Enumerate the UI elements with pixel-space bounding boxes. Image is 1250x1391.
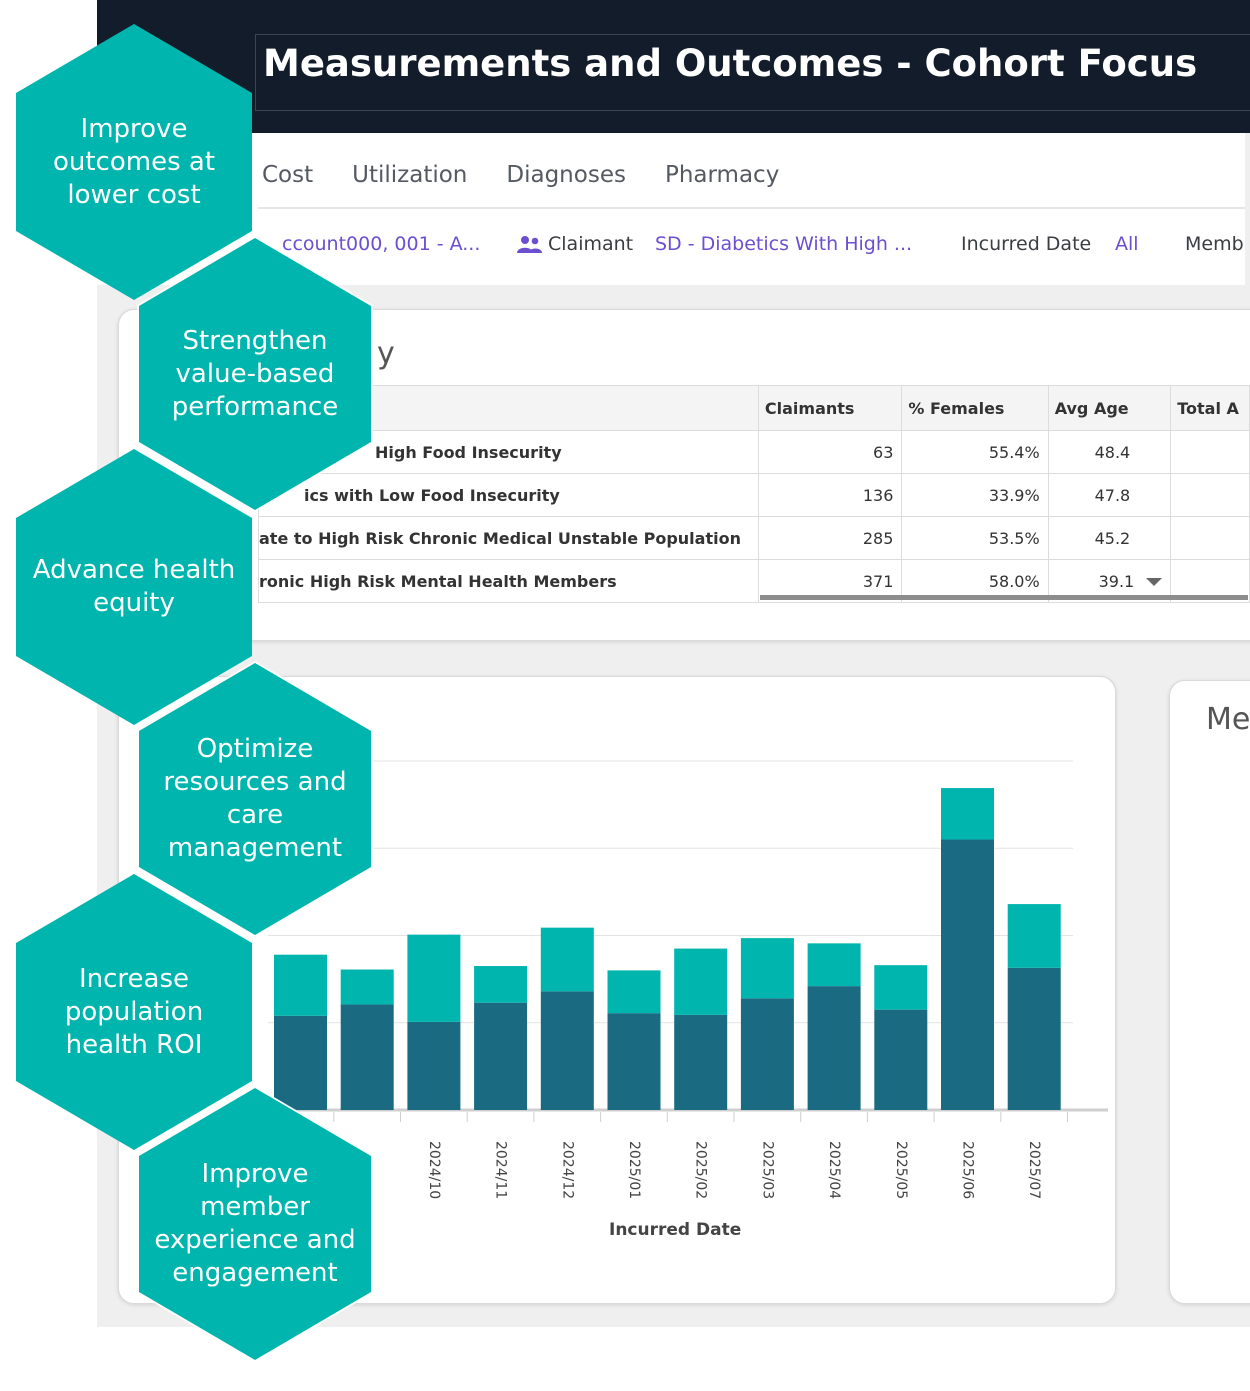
bar-segment bbox=[740, 998, 794, 1110]
bar-segment bbox=[274, 1015, 327, 1110]
claimants-cell: 63 bbox=[757, 430, 903, 474]
bar-segment bbox=[607, 970, 661, 1014]
bar-segment bbox=[740, 938, 794, 999]
column-header-females[interactable]: % Females bbox=[901, 385, 1049, 431]
x-tick-label: 2024/10 bbox=[426, 1141, 442, 1199]
claimant-filter-value[interactable]: SD - Diabetics With High ... bbox=[655, 233, 913, 255]
cohort-name: ate to High Risk Chronic Medical Unstabl… bbox=[258, 516, 759, 560]
cohort-name: ronic High Risk Mental Health Members bbox=[258, 559, 759, 603]
page-title: Measurements and Outcomes - Cohort Focus bbox=[263, 42, 1198, 85]
bar-segment bbox=[540, 991, 594, 1110]
account-filter-value[interactable]: ccount000, 001 - A... bbox=[282, 233, 481, 255]
tab-diagnoses[interactable]: Diagnoses bbox=[506, 162, 626, 188]
right-card bbox=[1169, 680, 1250, 1304]
x-tick-label: 2025/07 bbox=[1026, 1141, 1042, 1199]
bar-segment bbox=[941, 788, 994, 840]
table-header-row: Claimants % Females Avg Age Total A bbox=[258, 385, 1250, 431]
bar-segment bbox=[1007, 967, 1061, 1110]
total-cell bbox=[1170, 473, 1250, 517]
bar-segment bbox=[274, 954, 327, 1016]
incurred-date-value[interactable]: All bbox=[1115, 233, 1139, 255]
tab-pharmacy[interactable]: Pharmacy bbox=[664, 162, 780, 188]
x-axis-label: Incurred Date bbox=[609, 1220, 742, 1240]
avg-age-cell: 48.4 bbox=[1047, 430, 1172, 474]
bar-segment bbox=[474, 966, 528, 1003]
table-row[interactable]: High Food Insecurity 63 55.4% 48.4 bbox=[258, 430, 1250, 474]
bar-segment bbox=[674, 948, 728, 1015]
summary-card-title: y bbox=[377, 336, 395, 371]
bar-segment bbox=[874, 1009, 928, 1110]
avg-age-cell: 45.2 bbox=[1047, 516, 1172, 560]
column-header-claimants[interactable]: Claimants bbox=[757, 385, 903, 431]
avg-age-value: 39.1 bbox=[1098, 571, 1135, 591]
cohort-name: ics with Low Food Insecurity bbox=[258, 473, 759, 517]
hexagon-label: Improve member experience and engagement bbox=[154, 1159, 356, 1288]
x-tick-label: 2025/05 bbox=[893, 1141, 909, 1199]
bar-segment bbox=[540, 927, 594, 992]
table-scrollbar[interactable] bbox=[760, 595, 1248, 600]
incurred-date-label: Incurred Date bbox=[961, 233, 1092, 255]
column-header-total[interactable]: Total A bbox=[1170, 385, 1250, 431]
bar-segment bbox=[474, 1002, 528, 1110]
bar-segment bbox=[407, 934, 461, 1022]
total-cell bbox=[1170, 430, 1250, 474]
x-tick-label: 2025/01 bbox=[626, 1141, 642, 1199]
x-tick-label: 2025/03 bbox=[759, 1141, 775, 1199]
hexagon-label: Advance health equity bbox=[32, 555, 236, 618]
hexagon-label: Strengthen value-based performance bbox=[171, 325, 339, 422]
x-tick-label: 2025/02 bbox=[693, 1141, 709, 1199]
people-icon bbox=[517, 235, 543, 260]
title-frame bbox=[255, 34, 1250, 111]
bar-segment bbox=[807, 943, 861, 987]
stacked-bar-chart: 2024/10 2024/11 2024/12 2025/01 2025/02 2025/… bbox=[268, 760, 1108, 1199]
table-row[interactable]: ate to High Risk Chronic Medical Unstabl… bbox=[258, 516, 1250, 560]
member-filter-label: Memb bbox=[1185, 233, 1244, 255]
tab-divider bbox=[258, 207, 1245, 209]
claimants-cell: 136 bbox=[757, 473, 903, 517]
hexagon-label: Increase population health ROI bbox=[64, 963, 204, 1060]
bar-segment bbox=[1007, 904, 1061, 968]
bar-segment bbox=[407, 1021, 461, 1110]
bar-segment bbox=[941, 839, 994, 1110]
bar-segment bbox=[340, 969, 394, 1005]
x-tick-label: 2025/06 bbox=[960, 1141, 976, 1199]
right-card-title: Me bbox=[1206, 702, 1250, 737]
avg-age-cell: 47.8 bbox=[1047, 473, 1172, 517]
bar-segment bbox=[607, 1013, 661, 1110]
claimant-filter-label: Claimant bbox=[548, 233, 634, 255]
claimants-cell: 285 bbox=[757, 516, 903, 560]
table-row[interactable]: ics with Low Food Insecurity 136 33.9% 4… bbox=[258, 473, 1250, 517]
x-tick-label: 2024/12 bbox=[559, 1141, 575, 1199]
column-header-avg-age[interactable]: Avg Age bbox=[1047, 385, 1172, 431]
bar-segment bbox=[874, 965, 928, 1010]
x-tick-label: 2025/04 bbox=[826, 1141, 842, 1199]
tab-bar: Cost Utilization Diagnoses Pharmacy bbox=[262, 162, 779, 188]
sort-down-icon[interactable] bbox=[1146, 578, 1163, 586]
females-cell: 53.5% bbox=[901, 516, 1049, 560]
females-cell: 33.9% bbox=[901, 473, 1049, 517]
cohort-table: Claimants % Females Avg Age Total A High… bbox=[258, 385, 1250, 603]
hexagon-label: Optimize resources and care management bbox=[163, 734, 347, 863]
bar-segment bbox=[674, 1014, 728, 1110]
tab-cost[interactable]: Cost bbox=[262, 162, 314, 188]
total-cell bbox=[1170, 516, 1250, 560]
tab-utilization[interactable]: Utilization bbox=[352, 162, 468, 188]
hexagon-label: Improve outcomes at lower cost bbox=[52, 113, 216, 210]
bar-segment bbox=[807, 986, 861, 1110]
x-tick-label: 2024/11 bbox=[493, 1141, 509, 1199]
females-cell: 55.4% bbox=[901, 430, 1049, 474]
bar-segment bbox=[340, 1004, 394, 1110]
